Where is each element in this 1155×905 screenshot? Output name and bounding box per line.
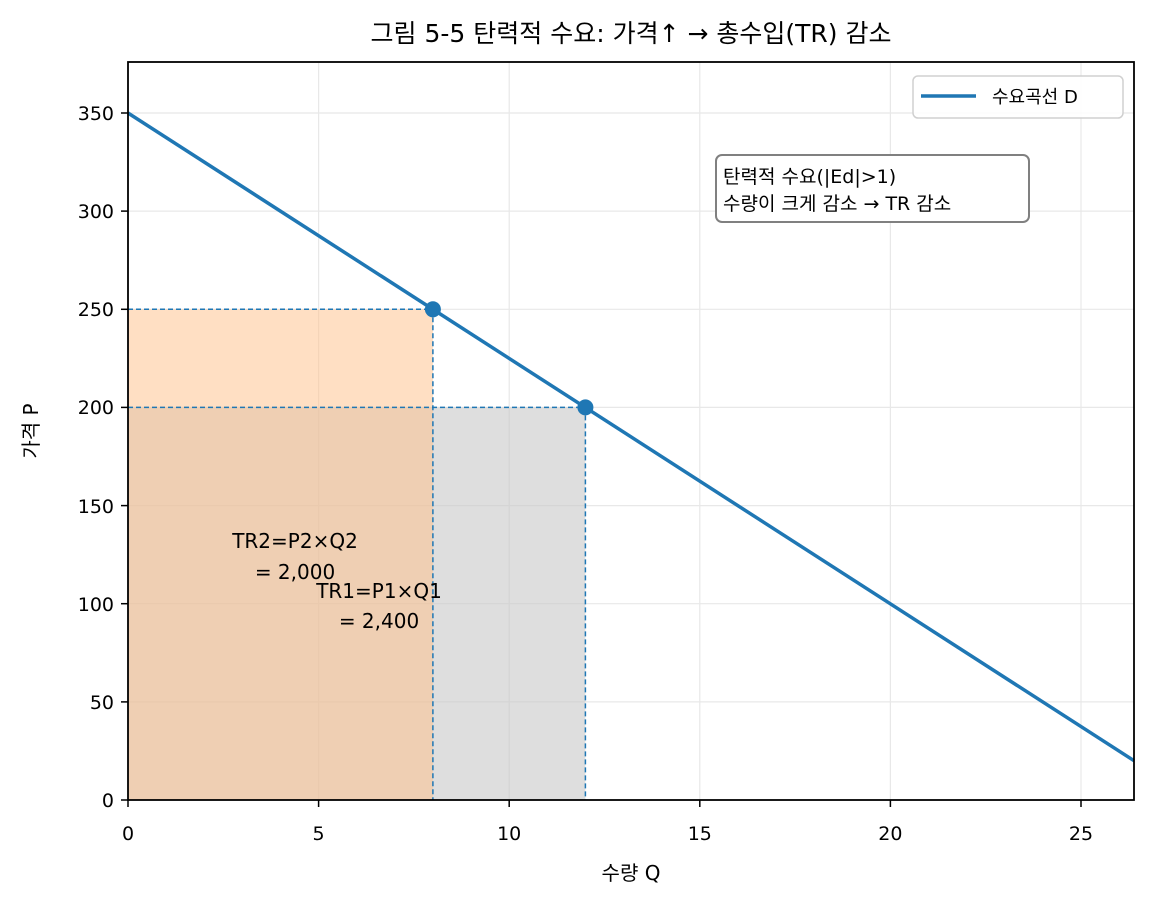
y-tick-label: 150 <box>78 496 114 518</box>
tr1-label-line2: = 2,400 <box>339 609 419 633</box>
y-axis-label: 가격 P <box>19 403 43 458</box>
x-ticks <box>127 800 1082 807</box>
x-tick-label: 5 <box>313 823 325 845</box>
legend-box <box>912 75 1124 119</box>
y-tick-label: 50 <box>90 692 114 714</box>
tr2-label-line1: TR2=P2×Q2 <box>231 529 358 553</box>
y-tick-label: 200 <box>78 397 114 419</box>
guide-lines <box>128 308 587 800</box>
y-tick-label: 250 <box>78 299 114 321</box>
note-line2: 수량이 크게 감소 → TR 감소 <box>723 193 951 215</box>
y-tick-label: 100 <box>78 594 114 616</box>
x-tick-label: 25 <box>1069 823 1093 845</box>
x-tick-label: 10 <box>497 823 521 845</box>
x-tick-label: 20 <box>878 823 902 845</box>
y-tick-label: 0 <box>102 790 114 812</box>
note-line1: 탄력적 수요(|Ed|>1) <box>723 166 896 188</box>
axes-frame <box>127 61 1135 801</box>
chart-title: 그림 5-5 탄력적 수요: 가격↑ → 총수입(TR) 감소 <box>370 19 892 48</box>
note-box <box>715 154 1030 223</box>
x-tick-label: 15 <box>688 823 712 845</box>
x-tick-label: 0 <box>122 823 134 845</box>
legend-label: 수요곡선 D <box>992 87 1078 108</box>
demand-curve <box>127 111 1135 763</box>
point-p1-q1 <box>577 399 594 416</box>
y-tick-labels: 0 50 100 150 200 250 300 350 <box>78 103 114 812</box>
y-tick-label: 300 <box>78 201 114 223</box>
x-tick-labels: 0 5 10 15 20 25 <box>122 823 1093 845</box>
y-ticks <box>121 112 128 801</box>
y-tick-label: 350 <box>78 103 114 125</box>
tr1-label-line1: TR1=P1×Q1 <box>315 579 442 603</box>
point-p2-q2 <box>424 301 441 318</box>
x-axis-label: 수량 Q <box>602 861 661 885</box>
tr2-region <box>128 309 433 800</box>
tr2-label-line2: = 2,000 <box>255 560 335 584</box>
